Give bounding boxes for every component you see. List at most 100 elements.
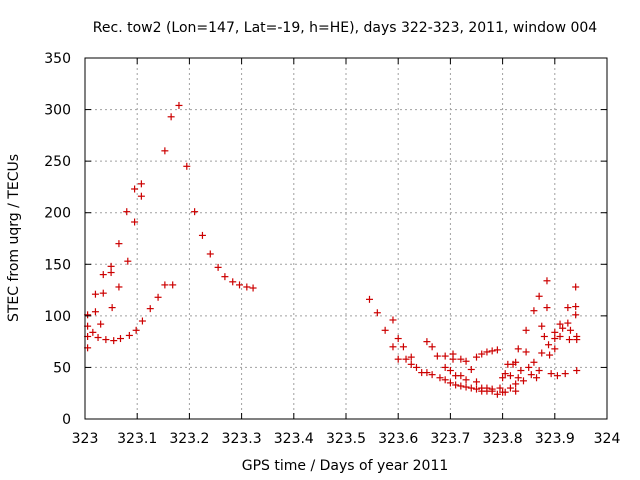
data-point bbox=[169, 281, 177, 289]
data-point bbox=[99, 289, 107, 297]
data-point bbox=[462, 376, 470, 384]
data-point bbox=[519, 377, 527, 385]
data-point bbox=[449, 355, 457, 363]
data-point bbox=[546, 351, 554, 359]
data-point bbox=[131, 185, 139, 193]
data-point bbox=[551, 335, 559, 343]
x-tick-label: 323.8 bbox=[483, 431, 523, 447]
data-point bbox=[533, 374, 541, 382]
data-point bbox=[493, 390, 501, 398]
data-point bbox=[561, 370, 569, 378]
data-point bbox=[399, 343, 407, 351]
x-tick-labels: 323 323.1 323.2 323.3 323.4 323.5 323.6 323.7 32… bbox=[72, 431, 621, 447]
data-point bbox=[381, 326, 389, 334]
x-tick-label: 323.6 bbox=[378, 431, 418, 447]
data-point bbox=[110, 337, 118, 345]
data-point bbox=[535, 367, 543, 375]
data-point bbox=[407, 360, 415, 368]
data-point bbox=[512, 387, 520, 395]
data-point bbox=[116, 335, 124, 343]
data-point bbox=[522, 326, 530, 334]
data-point bbox=[553, 372, 561, 380]
data-point bbox=[412, 363, 420, 371]
data-point bbox=[99, 271, 107, 279]
data-point bbox=[389, 343, 397, 351]
data-point bbox=[123, 208, 131, 216]
data-point bbox=[540, 332, 548, 340]
data-point bbox=[499, 374, 507, 382]
y-tick-label: 250 bbox=[44, 154, 71, 170]
data-point bbox=[423, 369, 431, 377]
data-point bbox=[243, 283, 251, 291]
data-point bbox=[137, 180, 145, 188]
data-point bbox=[527, 371, 535, 379]
data-point bbox=[573, 367, 581, 375]
data-point bbox=[522, 348, 530, 356]
data-point bbox=[501, 388, 509, 396]
data-point bbox=[452, 381, 460, 389]
data-point bbox=[175, 101, 183, 109]
data-point bbox=[572, 311, 580, 319]
data-point bbox=[107, 262, 115, 270]
data-point bbox=[565, 336, 573, 344]
data-point bbox=[572, 283, 580, 291]
data-point bbox=[161, 281, 169, 289]
data-point bbox=[436, 374, 444, 382]
data-point bbox=[124, 257, 132, 265]
data-point bbox=[89, 328, 97, 336]
data-point bbox=[446, 367, 454, 375]
data-point bbox=[462, 357, 470, 365]
data-point bbox=[512, 380, 520, 388]
data-point bbox=[538, 322, 546, 330]
data-point bbox=[154, 293, 162, 301]
data-point bbox=[441, 376, 449, 384]
y-tick-labels: 0 50 100 150 200 250 300 350 bbox=[44, 51, 71, 428]
data-point bbox=[441, 363, 449, 371]
data-point bbox=[538, 349, 546, 357]
y-tick-label: 200 bbox=[44, 206, 71, 222]
data-point bbox=[483, 348, 491, 356]
data-point bbox=[559, 324, 567, 332]
data-point bbox=[493, 346, 501, 354]
data-point bbox=[236, 281, 244, 289]
data-point bbox=[496, 384, 504, 392]
data-point bbox=[535, 292, 543, 300]
data-point bbox=[506, 384, 514, 392]
x-axis-label: GPS time / Days of year 2011 bbox=[242, 458, 449, 474]
data-point bbox=[506, 372, 514, 380]
data-point bbox=[125, 331, 133, 339]
data-point bbox=[512, 358, 520, 366]
data-point bbox=[132, 326, 140, 334]
data-point bbox=[94, 334, 102, 342]
data-point bbox=[373, 309, 381, 317]
data-point bbox=[473, 385, 480, 393]
data-point bbox=[530, 307, 538, 315]
data-point bbox=[131, 218, 139, 226]
data-point bbox=[525, 363, 533, 371]
data-point bbox=[446, 379, 454, 387]
y-tick-label: 0 bbox=[62, 412, 71, 428]
data-point bbox=[428, 343, 436, 351]
data-point bbox=[457, 382, 465, 390]
y-tick-label: 50 bbox=[53, 360, 71, 376]
data-point bbox=[115, 240, 123, 248]
data-point bbox=[91, 308, 99, 316]
y-tick-label: 300 bbox=[44, 103, 71, 119]
data-point bbox=[161, 147, 169, 155]
data-point bbox=[221, 273, 229, 281]
data-point bbox=[428, 371, 436, 379]
chart-title: Rec. tow2 (Lon=147, Lat=-19, h=HE), days… bbox=[93, 20, 597, 36]
data-point bbox=[102, 336, 110, 344]
data-point bbox=[167, 113, 175, 121]
data-point bbox=[206, 250, 214, 258]
data-point bbox=[473, 353, 480, 361]
data-point bbox=[530, 358, 538, 366]
data-point bbox=[457, 355, 465, 363]
data-point bbox=[462, 383, 470, 391]
data-point bbox=[229, 278, 237, 286]
data-point bbox=[115, 283, 123, 291]
data-point bbox=[423, 338, 431, 346]
data-point bbox=[501, 370, 509, 378]
data-point bbox=[467, 384, 475, 392]
